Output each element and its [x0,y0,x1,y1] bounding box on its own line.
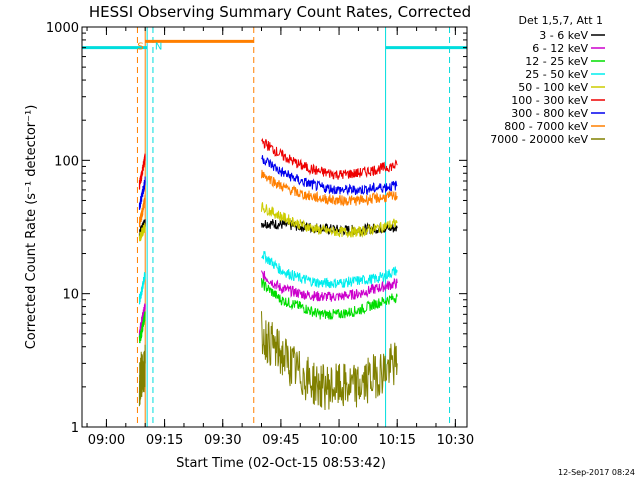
night-label: N [155,42,162,53]
legend-label: 800 - 7000 keV [504,120,588,133]
series-trace [138,222,146,242]
legend-label: 25 - 50 keV [525,68,588,81]
y-tick-label: 10 [62,288,79,303]
series-trace [138,344,146,407]
y-tick-label: 1 [71,421,79,436]
series-800-7000-kevline [138,169,398,228]
legend-label: 50 - 100 keV [518,81,588,94]
plot-frame [81,26,468,428]
series-trace [138,311,146,344]
series-trace [261,169,398,207]
series-trace [138,153,146,190]
legend-title: Det 1,5,7, Att 1 [519,14,603,27]
series-300-800-kevline [138,155,398,210]
series-trace [261,251,398,289]
legend-label: 7000 - 20000 keV [490,133,588,146]
series-trace [261,155,398,196]
series-trace [261,137,398,180]
series-trace [138,272,146,305]
x-tick-label: 10:15 [378,433,415,448]
axes: 09:00 09:15 09:30 09:45 10:00 10:15 10:30 1 10 10… [46,21,474,448]
series-trace [261,202,398,239]
legend-label: 6 - 12 keV [532,42,588,55]
series-50-100-kevline [138,202,398,242]
x-tick-label: 09:45 [262,433,299,448]
chart-title: HESSI Observing Summary Count Rates, Cor… [89,3,471,21]
y-tick-label: 100 [54,154,79,169]
x-tick-label: 10:30 [437,433,474,448]
series-25-50-kevline [138,251,398,305]
y-axis-label: Corrected Count Rate (s⁻¹ detector⁻¹) [24,105,39,350]
legend-label: 3 - 6 keV [539,29,588,42]
series-7000-20000-kevline [138,311,398,411]
series-trace [261,278,398,321]
series-trace [261,311,398,411]
series-trace [138,176,146,210]
series-trace [261,270,398,302]
saa-label: S [137,41,143,52]
y-tick-label: 1000 [46,21,79,36]
x-tick-label: 09:30 [204,433,241,448]
x-tick-label: 09:00 [88,433,125,448]
x-tick-label: 10:00 [320,433,357,448]
series-100-300-kevline [138,137,398,190]
footer-timestamp: 12-Sep-2017 08:24 [558,468,635,477]
x-tick-label: 09:15 [146,433,183,448]
legend-label: 300 - 800 keV [511,107,588,120]
plot-area: NS [82,27,467,427]
legend-label: 12 - 25 keV [525,55,588,68]
x-axis-label: Start Time (02-Oct-15 08:53:42) [176,456,386,471]
legend-label: 100 - 300 keV [511,94,588,107]
series-trace [138,194,146,228]
series-12-25-kevline [138,278,398,344]
